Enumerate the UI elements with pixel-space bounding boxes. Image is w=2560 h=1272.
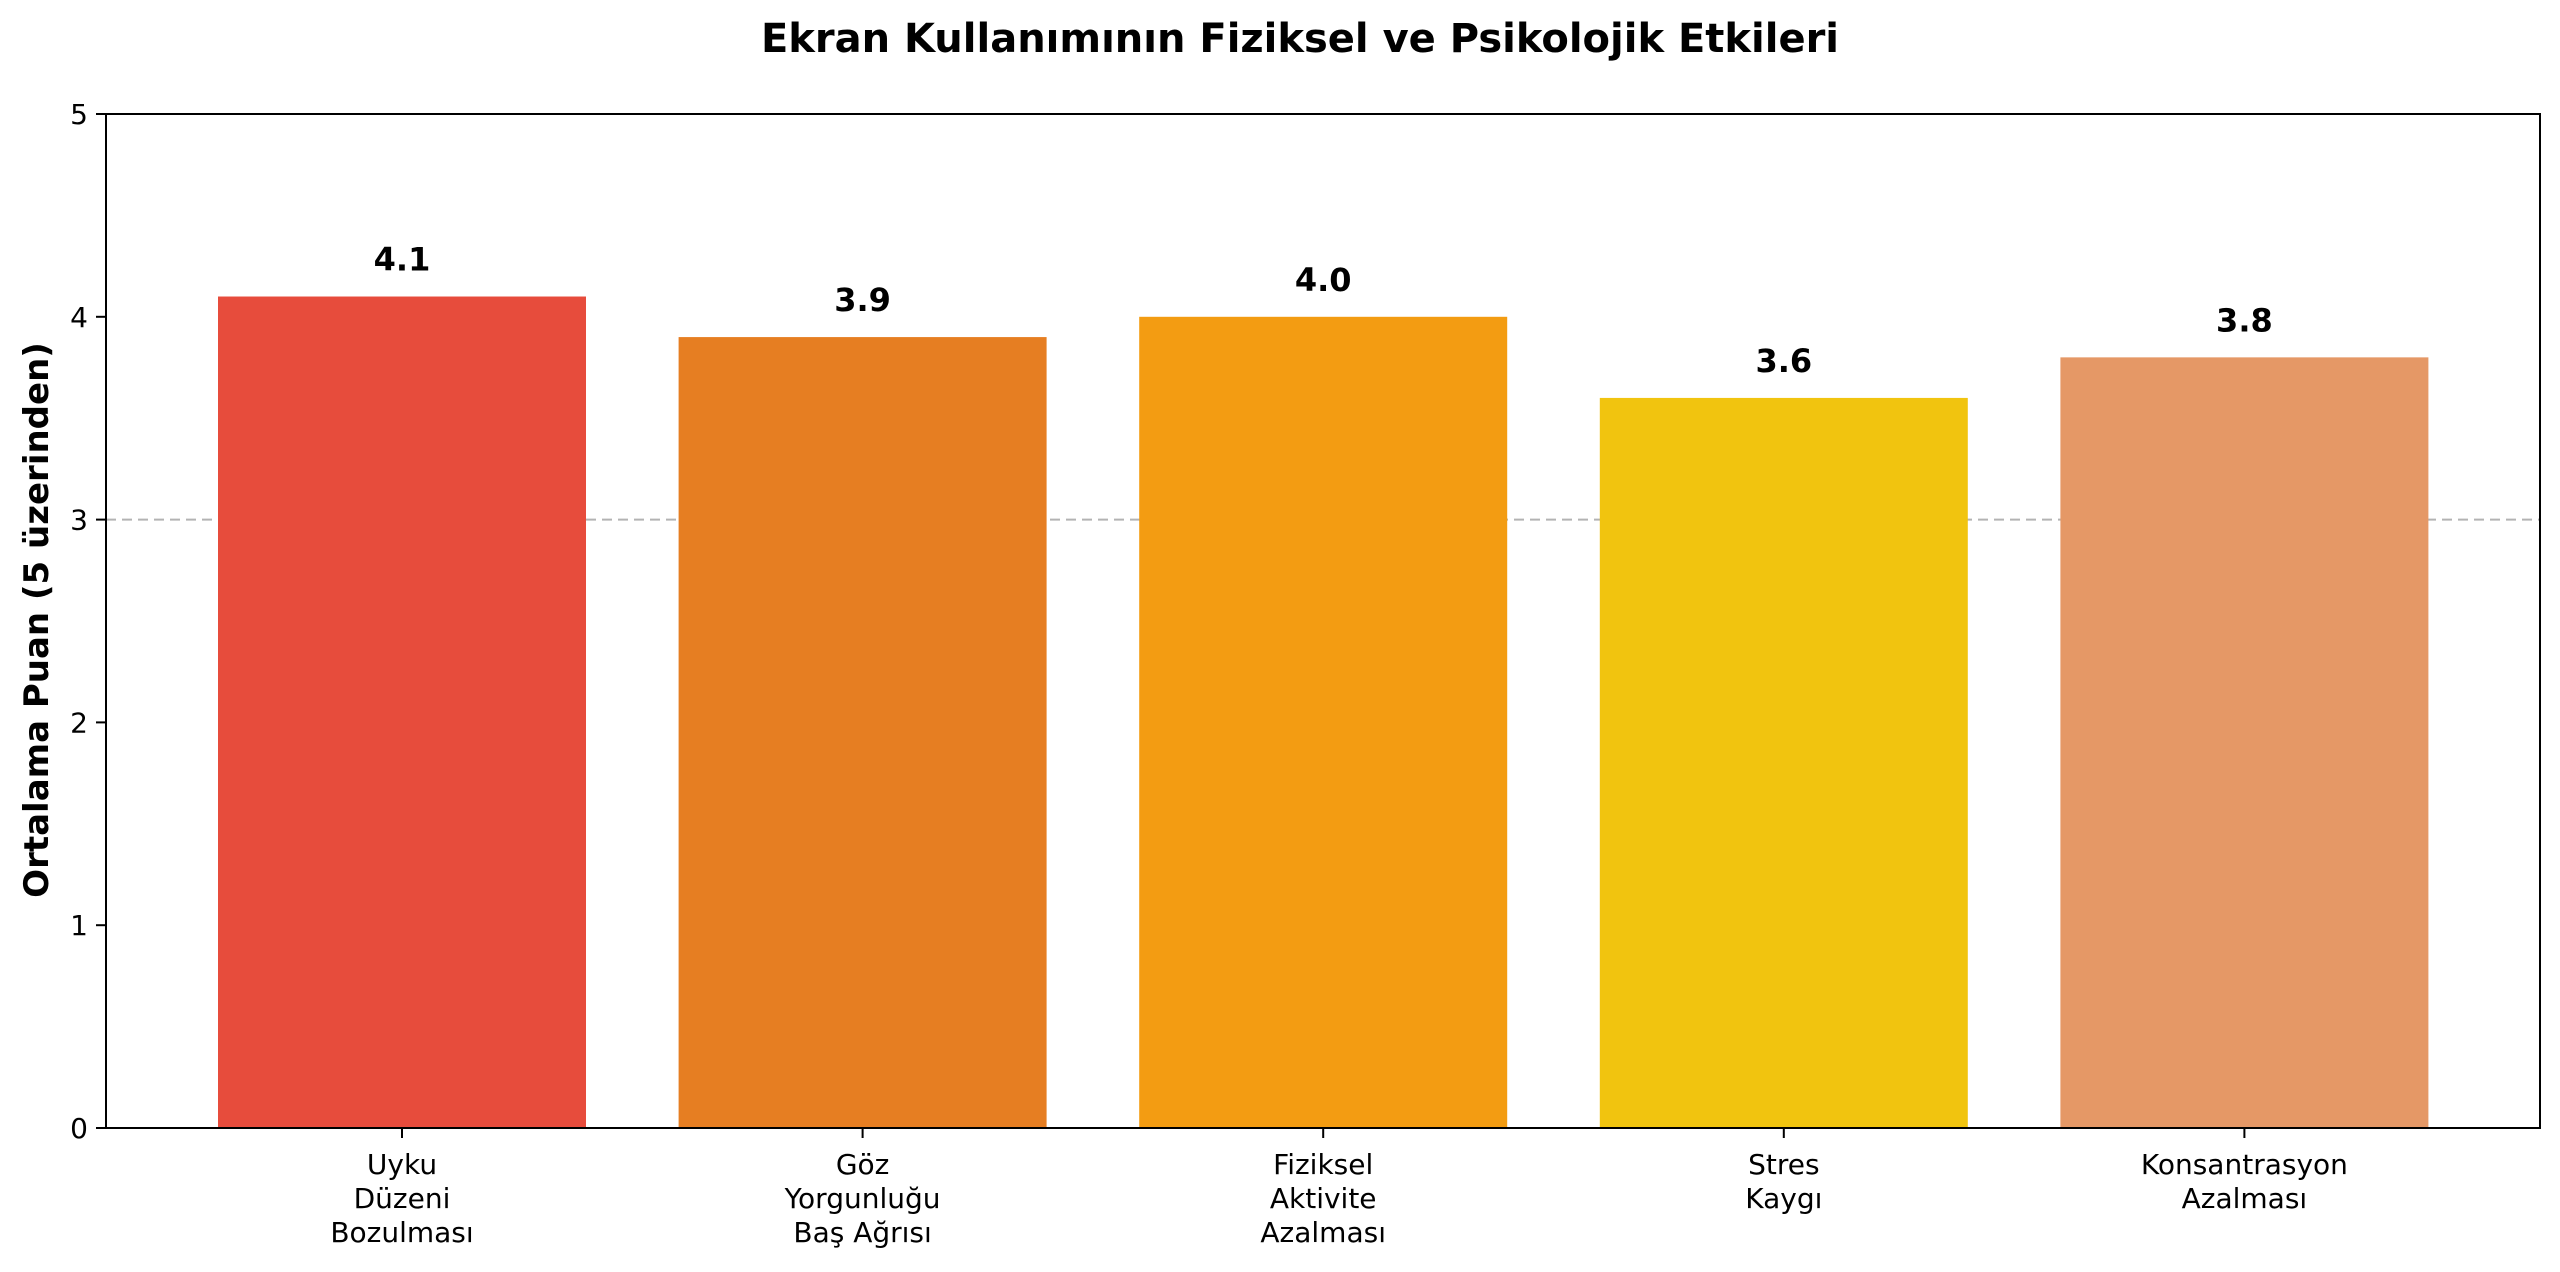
bar-value-label: 3.9 <box>834 281 891 319</box>
bar <box>678 337 1047 1129</box>
bars-layer <box>218 296 2429 1129</box>
y-tick-label: 4 <box>70 301 88 334</box>
x-axis-ticks: Uyku Düzeni Bozulması Göz Yorgunluğu Baş Ağrı… <box>330 1128 2348 1249</box>
chart-title: Ekran Kullanımının Fiziksel ve Psikoloji… <box>761 16 1839 62</box>
x-tick-label: Göz Yorgunluğu Baş Ağrısı <box>784 1148 941 1249</box>
y-tick-label: 2 <box>70 706 88 739</box>
x-tick-label: Fiziksel Aktivite Azalması <box>1260 1148 1386 1249</box>
y-tick-label: 1 <box>70 909 88 942</box>
bar <box>218 296 586 1128</box>
y-axis-ticks: 0 1 2 3 4 5 <box>70 98 106 1145</box>
bar <box>1599 397 1968 1128</box>
bar <box>1139 316 1508 1128</box>
x-tick-label: Stres Kaygı <box>1745 1148 1822 1215</box>
value-labels-layer: 4.1 3.9 4.0 3.6 3.8 <box>374 241 2273 380</box>
y-tick-label: 3 <box>70 504 88 537</box>
y-tick-label: 5 <box>70 98 88 131</box>
bar-value-label: 4.0 <box>1295 261 1352 299</box>
bar-value-label: 4.1 <box>374 241 431 279</box>
y-tick-label: 0 <box>70 1112 88 1145</box>
bar-value-label: 3.8 <box>2216 301 2273 339</box>
y-axis-label: Ortalama Puan (5 üzerinden) <box>17 342 57 898</box>
bar <box>2060 357 2429 1128</box>
x-tick-label: Uyku Düzeni Bozulması <box>330 1148 473 1249</box>
x-tick-label: Konsantrasyon Azalması <box>2141 1148 2348 1215</box>
bar-value-label: 3.6 <box>1755 342 1812 380</box>
